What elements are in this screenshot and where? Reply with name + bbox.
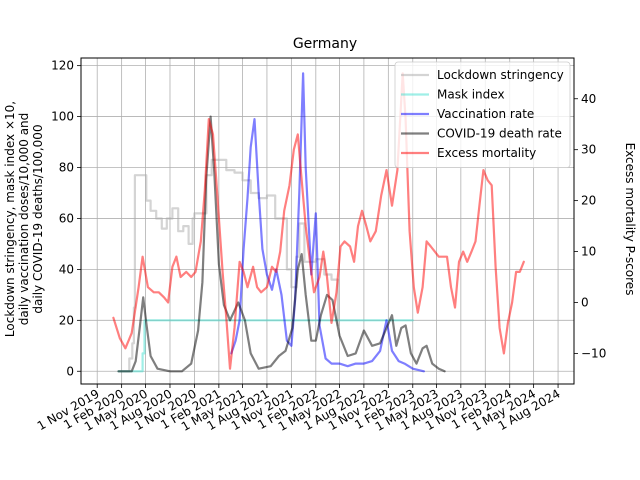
legend-label: Lockdown stringency xyxy=(437,68,564,82)
legend-label: COVID-19 death rate xyxy=(437,127,562,141)
y-tick-label-left: 120 xyxy=(51,59,74,73)
y-axis-label-left-line-3: daily COVID-19 deaths/100,000 xyxy=(31,124,45,313)
series-line-covid-19-death-rate xyxy=(117,115,446,373)
y-tick-label-left: 100 xyxy=(51,110,74,124)
series-line-vaccination-rate xyxy=(230,72,425,373)
y-tick-label-right: 30 xyxy=(581,143,596,157)
y-tick-label-right: 10 xyxy=(581,245,596,259)
y-tick-label-left: 20 xyxy=(59,313,74,327)
series-line-excess-mortality xyxy=(112,72,525,370)
plot-frame xyxy=(80,57,575,385)
y-tick-label-right: −10 xyxy=(581,346,606,360)
legend-label: Vaccination rate xyxy=(437,107,534,121)
y-tick-label-right: 40 xyxy=(581,92,596,106)
series-line-lockdown-stringency xyxy=(117,158,339,373)
legend: Lockdown stringency Mask index Vaccination… xyxy=(394,61,571,168)
y-tick-label-right: 0 xyxy=(581,296,589,310)
legend-label: Excess mortality xyxy=(437,146,536,160)
series-layer xyxy=(112,72,525,373)
y-axis-label-left-line-2: daily vaccination doses/10,000 and xyxy=(17,113,31,326)
chart-title: Germany xyxy=(293,36,357,52)
series-line-mask-index xyxy=(117,319,414,373)
y-axis-label-right: Excess mortality P-scores xyxy=(623,143,637,296)
y-tick-label-left: 80 xyxy=(59,161,74,175)
y-axis-label-left-line-1: Lockdown stringency, mask index ×10, xyxy=(3,101,17,337)
y-tick-label-left: 60 xyxy=(59,211,74,225)
y-tick-label-left: 40 xyxy=(59,262,74,276)
legend-label: Mask index xyxy=(437,88,505,102)
legend-box xyxy=(394,61,571,168)
y-tick-label-left: 0 xyxy=(66,364,74,378)
y-tick-label-right: 20 xyxy=(581,194,596,208)
grid-layer xyxy=(81,58,574,384)
